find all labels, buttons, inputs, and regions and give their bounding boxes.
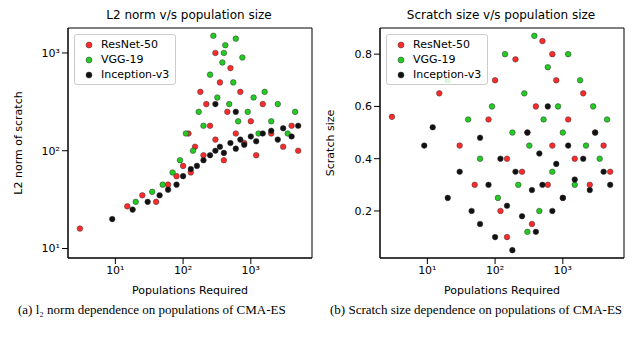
svg-text:10³: 10³ [554,264,572,277]
html-text:VGG-19: VGG-19 [101,53,144,66]
html-text:(a) l₂ norm dependence on popu: (a) l₂ norm dependence on populations of… [18,302,286,317]
svg-text:10²: 10² [174,264,192,277]
svg-text:0.8: 0.8 [355,48,373,61]
svg-text:10³: 10³ [42,47,60,60]
svg-text:Populations Required: Populations Required [132,284,248,296]
svg-text:Scratch size: Scratch size [324,110,337,177]
html-text:(b) Scratch size dependence on: (b) Scratch size dependence on populatio… [330,302,623,317]
html-text:Inception-v3: Inception-v3 [413,68,482,81]
svg-text:10¹: 10¹ [106,264,124,277]
html-text:ResNet-50: ResNet-50 [413,38,470,51]
html-text:Scratch size v/s population si: Scratch size v/s population size [406,8,596,22]
svg-text:10¹: 10¹ [418,264,436,277]
svg-text:0.4: 0.4 [355,153,373,166]
svg-text:0.6: 0.6 [355,100,373,113]
svg-text:L2 norm of scratch: L2 norm of scratch [12,91,25,194]
svg-text:Populations Required: Populations Required [444,284,560,296]
svg-text:0.2: 0.2 [355,205,373,218]
html-text:Inception-v3: Inception-v3 [101,68,170,81]
html-text:L2 norm v/s population size: L2 norm v/s population size [106,8,272,22]
html-text:ResNet-50: ResNet-50 [101,38,158,51]
html-text:VGG-19: VGG-19 [413,53,456,66]
svg-text:10²: 10² [486,264,504,277]
svg-text:10³: 10³ [242,264,260,277]
svg-text:10¹: 10¹ [42,242,60,255]
svg-text:10²: 10² [42,145,60,158]
